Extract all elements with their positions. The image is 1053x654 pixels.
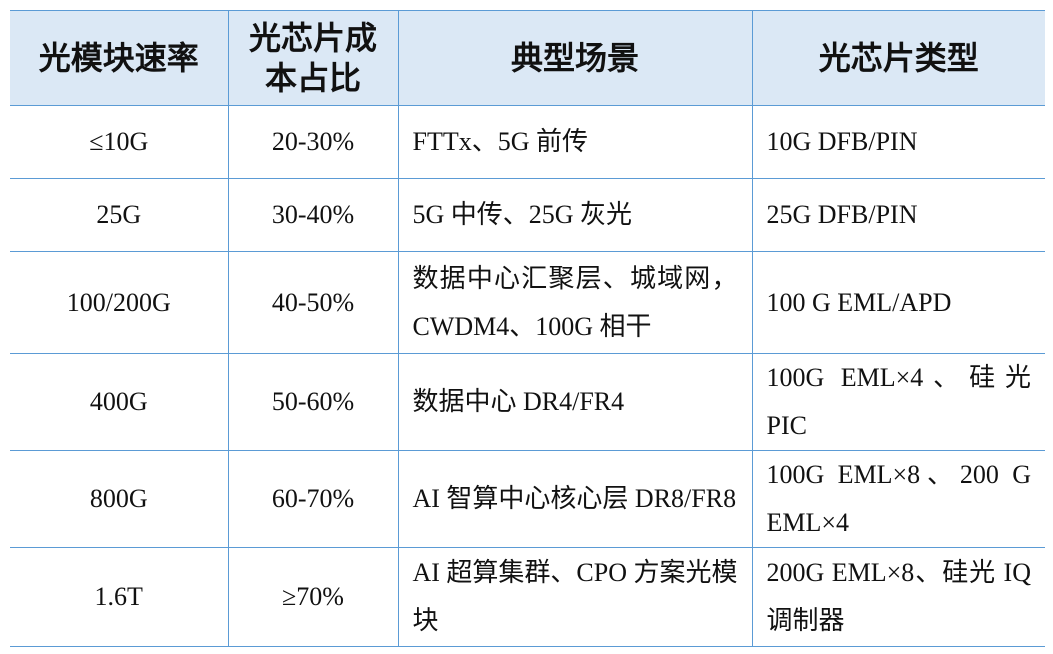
table-cell: 30-40% xyxy=(227,178,399,252)
table-cell: FTTx、5G 前传 xyxy=(397,105,753,179)
table-cell: ≤10G xyxy=(10,105,229,179)
header-cell: 典型场景 xyxy=(397,10,753,106)
table-cell: AI 超算集群、CPO 方案光模块 xyxy=(397,547,753,647)
table-cell: 100 G EML/APD xyxy=(751,251,1045,354)
table-body: ≤10G 20-30% FTTx、5G 前传 10G DFB/PIN 25G 30-40%… xyxy=(10,105,1045,647)
table-cell: 400G xyxy=(10,353,229,451)
table-cell: AI 智算中心核心层 DR8/FR8 xyxy=(397,450,753,548)
table-cell: 60-70% xyxy=(227,450,399,548)
header-cell: 光芯片类型 xyxy=(751,10,1045,106)
data-table: 光模块速率 光芯片成本占比 典型场景 光芯片类型 ≤10G 20-30% FTTx、5G … xyxy=(10,10,1045,647)
table-cell: 100/200G xyxy=(10,251,229,354)
table-cell: 100G EML×4、硅光 PIC xyxy=(751,353,1045,451)
table-cell: 200G EML×8、硅光 IQ 调制器 xyxy=(751,547,1045,647)
table-cell: 20-30% xyxy=(227,105,399,179)
table-row: 1.6T ≥70% AI 超算集群、CPO 方案光模块 200G EML×8、硅光 I… xyxy=(10,547,1045,647)
table-cell: 1.6T xyxy=(10,547,229,647)
table-row: 800G 60-70% AI 智算中心核心层 DR8/FR8 100G EML×8、2… xyxy=(10,450,1045,548)
table-cell: 25G DFB/PIN xyxy=(751,178,1045,252)
table-cell: 数据中心汇聚层、城域网，CWDM4、100G 相干 xyxy=(397,251,753,354)
header-cell: 光芯片成本占比 xyxy=(227,10,399,106)
table-cell: 10G DFB/PIN xyxy=(751,105,1045,179)
table-cell: ≥70% xyxy=(227,547,399,647)
table-row: 25G 30-40% 5G 中传、25G 灰光 25G DFB/PIN xyxy=(10,178,1045,252)
table-cell: 100G EML×8、200 G EML×4 xyxy=(751,450,1045,548)
table-cell: 5G 中传、25G 灰光 xyxy=(397,178,753,252)
table-cell: 50-60% xyxy=(227,353,399,451)
header-row: 光模块速率 光芯片成本占比 典型场景 光芯片类型 xyxy=(10,10,1045,106)
header-cell: 光模块速率 xyxy=(10,10,229,106)
table-cell: 40-50% xyxy=(227,251,399,354)
table-row: 400G 50-60% 数据中心 DR4/FR4 100G EML×4、硅光 PIC xyxy=(10,353,1045,451)
table-row: 100/200G 40-50% 数据中心汇聚层、城域网，CWDM4、100G 相干 1… xyxy=(10,251,1045,354)
table-row: ≤10G 20-30% FTTx、5G 前传 10G DFB/PIN xyxy=(10,105,1045,179)
table-cell: 数据中心 DR4/FR4 xyxy=(397,353,753,451)
table-cell: 25G xyxy=(10,178,229,252)
table-cell: 800G xyxy=(10,450,229,548)
